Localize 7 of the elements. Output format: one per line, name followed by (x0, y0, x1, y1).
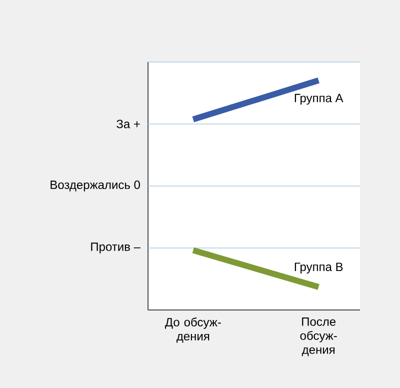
series-label: Группа B (294, 262, 343, 274)
x-tick-label: После обсуж-дения (300, 318, 337, 356)
x-tick-label: До обсуж-дения (165, 318, 221, 343)
ref-line-label: За + (116, 120, 140, 128)
ref-line-label: Воздержались 0 (50, 180, 140, 192)
series-label: Группа A (294, 94, 344, 105)
ref-line-label: Против – (91, 242, 140, 254)
